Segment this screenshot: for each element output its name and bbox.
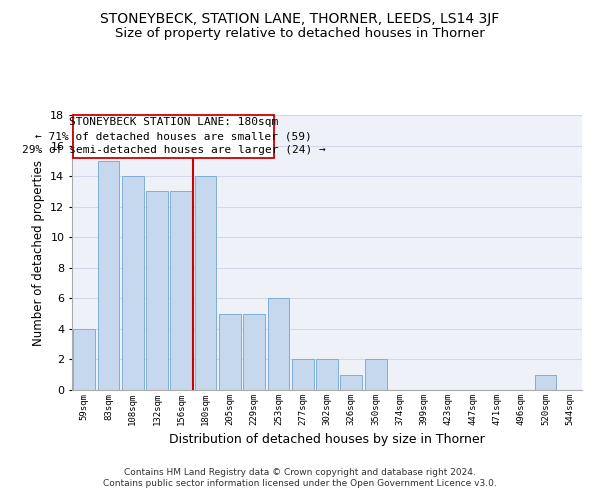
Bar [243,314,265,390]
Bar [535,374,556,390]
Text: Contains HM Land Registry data © Crown copyright and database right 2024.
Contai: Contains HM Land Registry data © Crown c… [103,468,497,487]
Text: Size of property relative to detached houses in Thorner: Size of property relative to detached ho… [115,28,485,40]
Bar [316,360,338,390]
Bar [146,192,168,390]
Bar [122,176,143,390]
Bar [170,192,192,390]
Bar [219,314,241,390]
Text: STONEYBECK STATION LANE: 180sqm
← 71% of detached houses are smaller (59)
29% of: STONEYBECK STATION LANE: 180sqm ← 71% of… [22,118,325,156]
Bar [365,360,386,390]
Bar [268,298,289,390]
Y-axis label: Number of detached properties: Number of detached properties [32,160,44,346]
Bar [73,329,95,390]
Bar [194,176,217,390]
Bar [340,374,362,390]
FancyBboxPatch shape [73,115,274,158]
X-axis label: Distribution of detached houses by size in Thorner: Distribution of detached houses by size … [169,434,485,446]
Text: STONEYBECK, STATION LANE, THORNER, LEEDS, LS14 3JF: STONEYBECK, STATION LANE, THORNER, LEEDS… [100,12,500,26]
Bar [97,161,119,390]
Bar [292,360,314,390]
